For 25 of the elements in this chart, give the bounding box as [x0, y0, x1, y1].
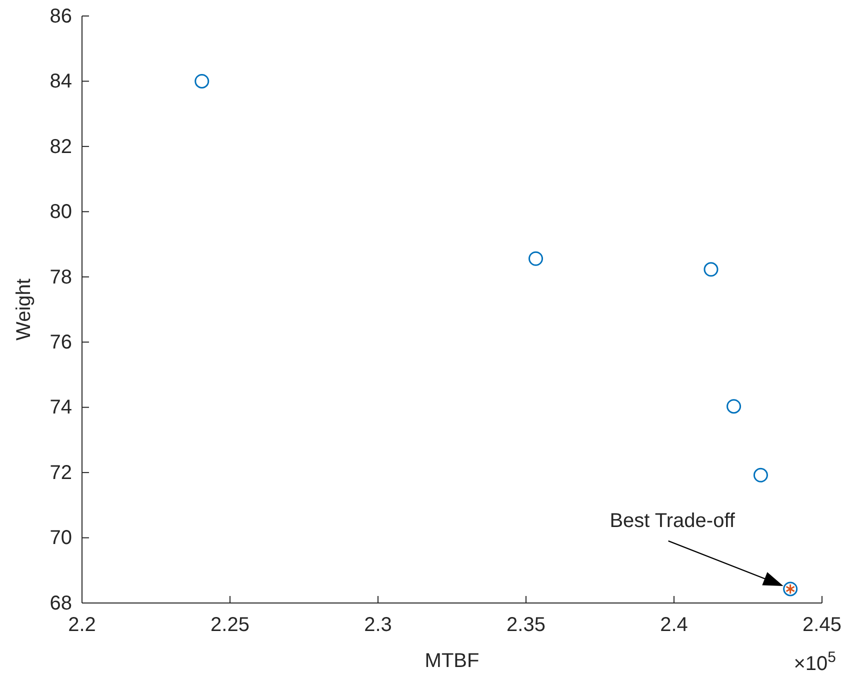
x-tick-label: 2.35: [506, 614, 546, 636]
y-axis-title: Weight: [13, 278, 35, 340]
point: [528, 251, 544, 266]
y-tick-label: 86: [50, 5, 72, 28]
y-tick-label: 68: [50, 592, 72, 614]
annotation: Best Trade-off: [610, 510, 736, 532]
x-tick-label: 2.45: [802, 614, 842, 636]
y-tick-label: 78: [50, 266, 72, 288]
text: ×10$^{5}$: [794, 648, 836, 675]
y-tick-label: 76: [50, 332, 72, 354]
y-tick-label: 82: [50, 136, 72, 158]
y-tick-label: 80: [50, 201, 72, 224]
x-tick-label: 2.25: [210, 614, 250, 636]
x-tick-label: 2.3: [364, 614, 392, 636]
y-tick-label: 74: [50, 396, 72, 419]
x-axis-title: MTBF: [424, 650, 480, 672]
point: [726, 399, 742, 414]
y-tick-label: 70: [50, 527, 72, 550]
y-tick-label: 84: [50, 70, 72, 93]
point: [194, 74, 210, 88]
x-tick-label: 2.4: [660, 614, 688, 636]
point: [753, 468, 768, 482]
x-tick-label: 2.2: [68, 614, 96, 636]
point: [704, 262, 718, 277]
y-tick-label: 72: [50, 462, 72, 484]
